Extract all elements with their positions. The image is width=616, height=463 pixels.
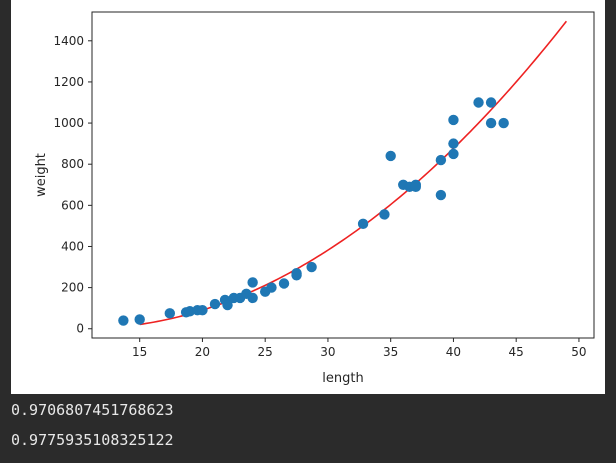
- plot-frame: [91, 11, 595, 339]
- x-tick-label: 25: [258, 345, 273, 359]
- output-line-score-1: 0.9706807451768623: [11, 401, 174, 419]
- x-tick-label: 50: [571, 345, 586, 359]
- plot-panel: 15 20 25 30 35 40 45 50 0 200 400 600 800 1000 1200 14…: [11, 0, 605, 394]
- cell-output: 0.9706807451768623 0.9775935108325122: [11, 396, 605, 456]
- y-tick-label: 400: [61, 239, 84, 253]
- data-point: [209, 298, 221, 310]
- x-tick-label: 35: [383, 345, 398, 359]
- y-axis-label: weight: [34, 153, 49, 197]
- data-point: [498, 117, 509, 129]
- output-line-score-2: 0.9775935108325122: [11, 431, 174, 449]
- x-tick-label: 45: [509, 345, 524, 359]
- data-point: [306, 261, 317, 273]
- data-point: [410, 181, 421, 193]
- fit-curve: [139, 20, 568, 326]
- y-ticks: 0 200 400 600 800 1000 1200 1400: [53, 34, 92, 336]
- data-point: [473, 97, 484, 108]
- y-tick-label: 1200: [53, 75, 84, 89]
- data-point: [291, 268, 302, 279]
- data-point: [134, 314, 145, 325]
- x-ticks: 15 20 25 30 35 40 45 50: [132, 338, 587, 359]
- x-tick-label: 20: [195, 345, 210, 359]
- y-tick-label: 200: [61, 281, 84, 295]
- x-tick-label: 40: [446, 345, 461, 359]
- y-tick-label: 0: [76, 322, 84, 336]
- y-tick-label: 1000: [53, 116, 84, 130]
- x-tick-label: 15: [132, 345, 147, 359]
- data-point: [222, 299, 233, 311]
- data-point: [448, 114, 459, 126]
- data-point: [278, 278, 290, 289]
- data-point: [448, 148, 459, 160]
- y-tick-label: 1400: [53, 34, 84, 48]
- data-point: [435, 154, 447, 166]
- data-point: [379, 209, 390, 220]
- data-point: [448, 138, 459, 149]
- y-tick-label: 800: [61, 157, 84, 171]
- data-point: [385, 150, 396, 162]
- points-layer: [118, 97, 509, 326]
- data-point: [485, 97, 497, 108]
- data-point: [357, 218, 369, 230]
- data-point: [118, 315, 129, 326]
- x-tick-label: 30: [320, 345, 335, 359]
- x-axis-label: length: [322, 371, 363, 386]
- y-tick-label: 600: [61, 198, 84, 212]
- data-point: [164, 308, 176, 319]
- scatter-chart: 15 20 25 30 35 40 45 50 0 200 400 600 800 1000 1200 14…: [34, 11, 595, 386]
- fit-curve-layer: [139, 20, 568, 326]
- data-point: [247, 292, 258, 304]
- data-point: [435, 189, 447, 201]
- data-point: [266, 282, 277, 293]
- data-point: [247, 277, 258, 288]
- data-point: [197, 305, 208, 316]
- data-point: [485, 117, 497, 129]
